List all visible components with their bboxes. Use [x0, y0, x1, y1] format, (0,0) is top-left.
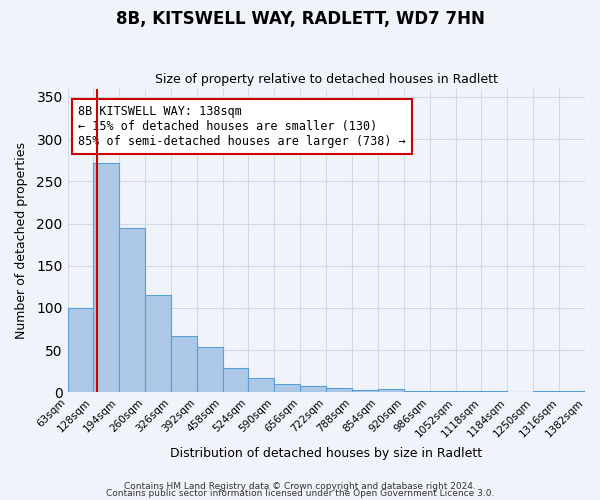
Bar	[171, 336, 197, 392]
Bar	[93, 163, 119, 392]
Text: 8B, KITSWELL WAY, RADLETT, WD7 7HN: 8B, KITSWELL WAY, RADLETT, WD7 7HN	[116, 10, 484, 28]
Bar	[352, 390, 378, 392]
Bar	[68, 308, 93, 392]
Title: Size of property relative to detached houses in Radlett: Size of property relative to detached ho…	[155, 73, 498, 86]
Bar	[223, 368, 248, 392]
Bar	[119, 228, 145, 392]
Bar	[145, 295, 171, 392]
Y-axis label: Number of detached properties: Number of detached properties	[15, 142, 28, 339]
Bar	[430, 390, 455, 392]
Bar	[248, 378, 274, 392]
Bar	[300, 386, 326, 392]
Bar	[326, 388, 352, 392]
Text: 8B KITSWELL WAY: 138sqm
← 15% of detached houses are smaller (130)
85% of semi-d: 8B KITSWELL WAY: 138sqm ← 15% of detache…	[78, 106, 406, 148]
X-axis label: Distribution of detached houses by size in Radlett: Distribution of detached houses by size …	[170, 447, 482, 460]
Text: Contains HM Land Registry data © Crown copyright and database right 2024.: Contains HM Land Registry data © Crown c…	[124, 482, 476, 491]
Bar	[274, 384, 300, 392]
Text: Contains public sector information licensed under the Open Government Licence 3.: Contains public sector information licen…	[106, 489, 494, 498]
Bar	[197, 346, 223, 393]
Bar	[378, 389, 404, 392]
